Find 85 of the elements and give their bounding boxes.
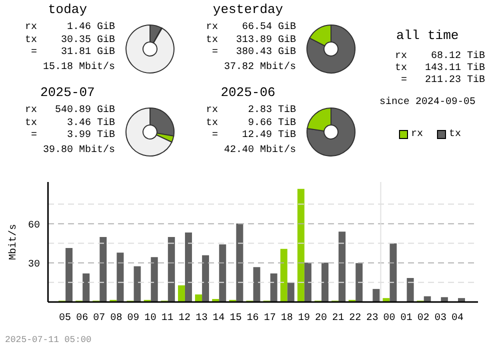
bar bbox=[253, 267, 260, 302]
text: tx 313.89 GiB bbox=[206, 34, 296, 46]
bar bbox=[440, 297, 448, 302]
x-tick-label: 07 bbox=[93, 313, 106, 324]
donut-slice bbox=[306, 24, 356, 74]
x-tick-label: 18 bbox=[280, 313, 293, 324]
text: = 31.81 GiB bbox=[30, 47, 115, 59]
text: = 3.99 TiB bbox=[30, 130, 115, 142]
text: tx 143.11 TiB bbox=[394, 63, 485, 74]
text: rx 1.46 GiB bbox=[24, 22, 115, 34]
x-tick-label: 08 bbox=[110, 313, 122, 324]
x-tick-label: 21 bbox=[332, 313, 344, 324]
x-tick-label: 13 bbox=[196, 313, 208, 324]
bar bbox=[82, 273, 90, 302]
bar bbox=[66, 248, 73, 302]
text: 37.82 Mbit/s bbox=[224, 62, 296, 74]
text: 15.18 Mbit/s bbox=[42, 62, 115, 74]
x-tick-label: 05 bbox=[59, 313, 72, 324]
legend-label: tx bbox=[448, 129, 462, 140]
bar bbox=[321, 262, 328, 302]
chart-title: 2025-07 bbox=[39, 85, 96, 100]
bar bbox=[100, 237, 107, 302]
x-tick-label: 17 bbox=[264, 313, 276, 324]
text: 39.80 Mbit/s bbox=[42, 144, 115, 156]
x-tick-label: 03 bbox=[434, 313, 446, 324]
bar bbox=[168, 237, 175, 302]
bar bbox=[270, 273, 278, 302]
text: rx 66.54 GiB bbox=[206, 22, 296, 34]
bar bbox=[219, 244, 226, 302]
x-tick-label: 06 bbox=[76, 313, 88, 324]
x-tick-label: 22 bbox=[349, 313, 362, 324]
bar bbox=[236, 223, 244, 302]
x-tick-label: 15 bbox=[230, 313, 242, 324]
x-tick-label: 23 bbox=[366, 313, 378, 324]
text: rx 540.89 GiB bbox=[24, 105, 115, 117]
text: = 12.49 TiB bbox=[210, 130, 296, 142]
bar bbox=[184, 232, 192, 302]
bar bbox=[287, 282, 294, 302]
donut-slice bbox=[126, 24, 174, 74]
y-tick-label: 30 bbox=[28, 259, 40, 270]
y-tick-label: 60 bbox=[28, 220, 40, 232]
x-tick-label: 14 bbox=[212, 313, 225, 324]
text: tx 9.66 TiB bbox=[206, 118, 296, 130]
text: since 2024-09-05 bbox=[378, 97, 476, 109]
bar bbox=[280, 248, 288, 302]
x-tick-label: 09 bbox=[127, 313, 140, 324]
bar bbox=[338, 232, 346, 302]
bar bbox=[372, 288, 380, 302]
x-tick-label: 19 bbox=[298, 313, 310, 324]
bar bbox=[304, 262, 312, 302]
x-tick-label: 10 bbox=[144, 313, 156, 324]
x-tick-label: 20 bbox=[315, 313, 328, 324]
text: 2025-07-11 05:00 bbox=[5, 335, 92, 345]
bar bbox=[178, 285, 185, 302]
bar bbox=[390, 243, 397, 302]
legend-label: rx bbox=[410, 129, 424, 140]
donut-slice bbox=[306, 108, 356, 156]
text: tx 30.35 GiB bbox=[24, 34, 115, 46]
text: all time bbox=[395, 28, 460, 43]
x-tick-label: 00 bbox=[383, 313, 396, 324]
text: = 380.43 GiB bbox=[210, 47, 296, 59]
text: tx 3.46 TiB bbox=[24, 118, 115, 130]
x-tick-label: 12 bbox=[178, 313, 191, 324]
bar bbox=[195, 294, 202, 302]
chart-title: 2025-06 bbox=[220, 85, 276, 100]
x-tick-label: 11 bbox=[161, 313, 174, 324]
chart-title: today bbox=[46, 2, 88, 17]
bar bbox=[297, 188, 304, 302]
x-tick-label: 04 bbox=[452, 313, 464, 324]
text: rx 68.12 TiB bbox=[394, 51, 485, 62]
bar bbox=[406, 278, 414, 302]
y-axis-title: Mbit/s bbox=[8, 224, 20, 260]
bar bbox=[202, 255, 210, 302]
text: = 211.23 TiB bbox=[400, 75, 485, 87]
donut-slice bbox=[126, 108, 172, 156]
x-tick-label: 01 bbox=[400, 313, 412, 324]
bar bbox=[356, 263, 363, 302]
x-tick-label: 02 bbox=[417, 313, 430, 324]
text: rx 2.83 TiB bbox=[206, 105, 296, 117]
bar bbox=[150, 257, 158, 302]
x-tick-label: 16 bbox=[246, 313, 259, 324]
chart-title: yesterday bbox=[212, 2, 284, 17]
bar bbox=[134, 266, 141, 302]
text: 42.40 Mbit/s bbox=[224, 144, 296, 156]
bar bbox=[116, 252, 124, 302]
